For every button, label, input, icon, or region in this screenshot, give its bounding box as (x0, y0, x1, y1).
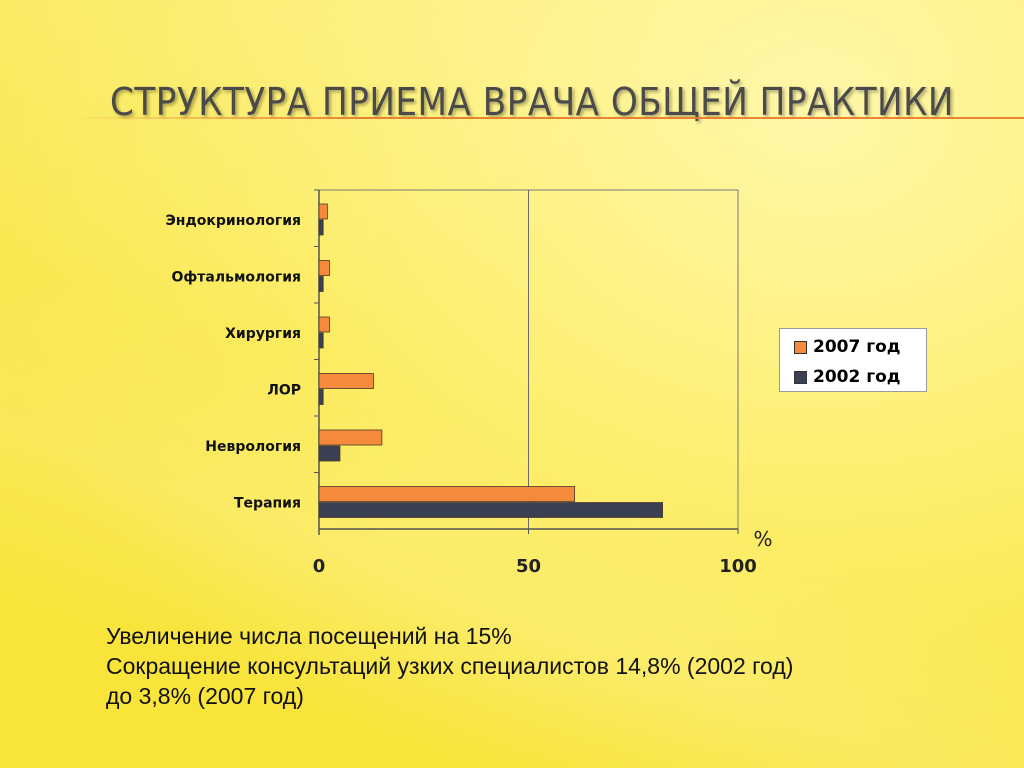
bar-2002 (318, 389, 324, 405)
category-label: Терапия (234, 496, 301, 512)
bar-2007 (318, 203, 328, 220)
chart-legend: 2007 год 2002 год (779, 328, 927, 392)
bar-2007 (318, 486, 575, 502)
note-line-3: до 3,8% (2007 год) (106, 683, 304, 709)
slide-title: СТРУКТУРА ПРИЕМА ВРАЧА ОБЩЕЙ ПРАКТИКИ (110, 80, 954, 124)
category-label: Офтальмология (171, 270, 301, 286)
legend-swatch-2007 (794, 340, 807, 354)
summary-text: Увеличение числа посещений на 15% Сокращ… (106, 621, 1006, 711)
category-label: Эндокринология (166, 213, 301, 229)
bar-2002 (318, 445, 341, 462)
x-tick-label: 0 (313, 556, 326, 577)
legend-item-2007: 2007 год (794, 337, 901, 357)
category-label: Неврология (205, 439, 301, 455)
bar-2007 (318, 260, 330, 276)
bar-2002 (318, 502, 663, 518)
legend-item-2002: 2002 год (794, 367, 901, 387)
legend-swatch-2002 (794, 370, 807, 384)
x-tick-label: 100 (719, 556, 757, 577)
bar-2007 (318, 429, 383, 446)
legend-label-2002: 2002 год (813, 367, 901, 387)
category-label: ЛОР (267, 383, 301, 399)
bar-2002 (318, 276, 324, 292)
bar-2007 (318, 316, 330, 333)
bar-2002 (318, 219, 324, 236)
bar-2002 (318, 332, 324, 349)
note-line-1: Увеличение числа посещений на 15% (106, 623, 512, 649)
legend-label-2007: 2007 год (813, 337, 901, 357)
bar-2007 (318, 373, 374, 389)
note-line-2: Сокращение консультаций узких специалист… (106, 653, 794, 679)
x-tick-label: 50 (516, 556, 541, 577)
title-underline (70, 117, 1024, 119)
x-unit-label: % (753, 527, 772, 551)
category-label: Хирургия (225, 326, 301, 342)
